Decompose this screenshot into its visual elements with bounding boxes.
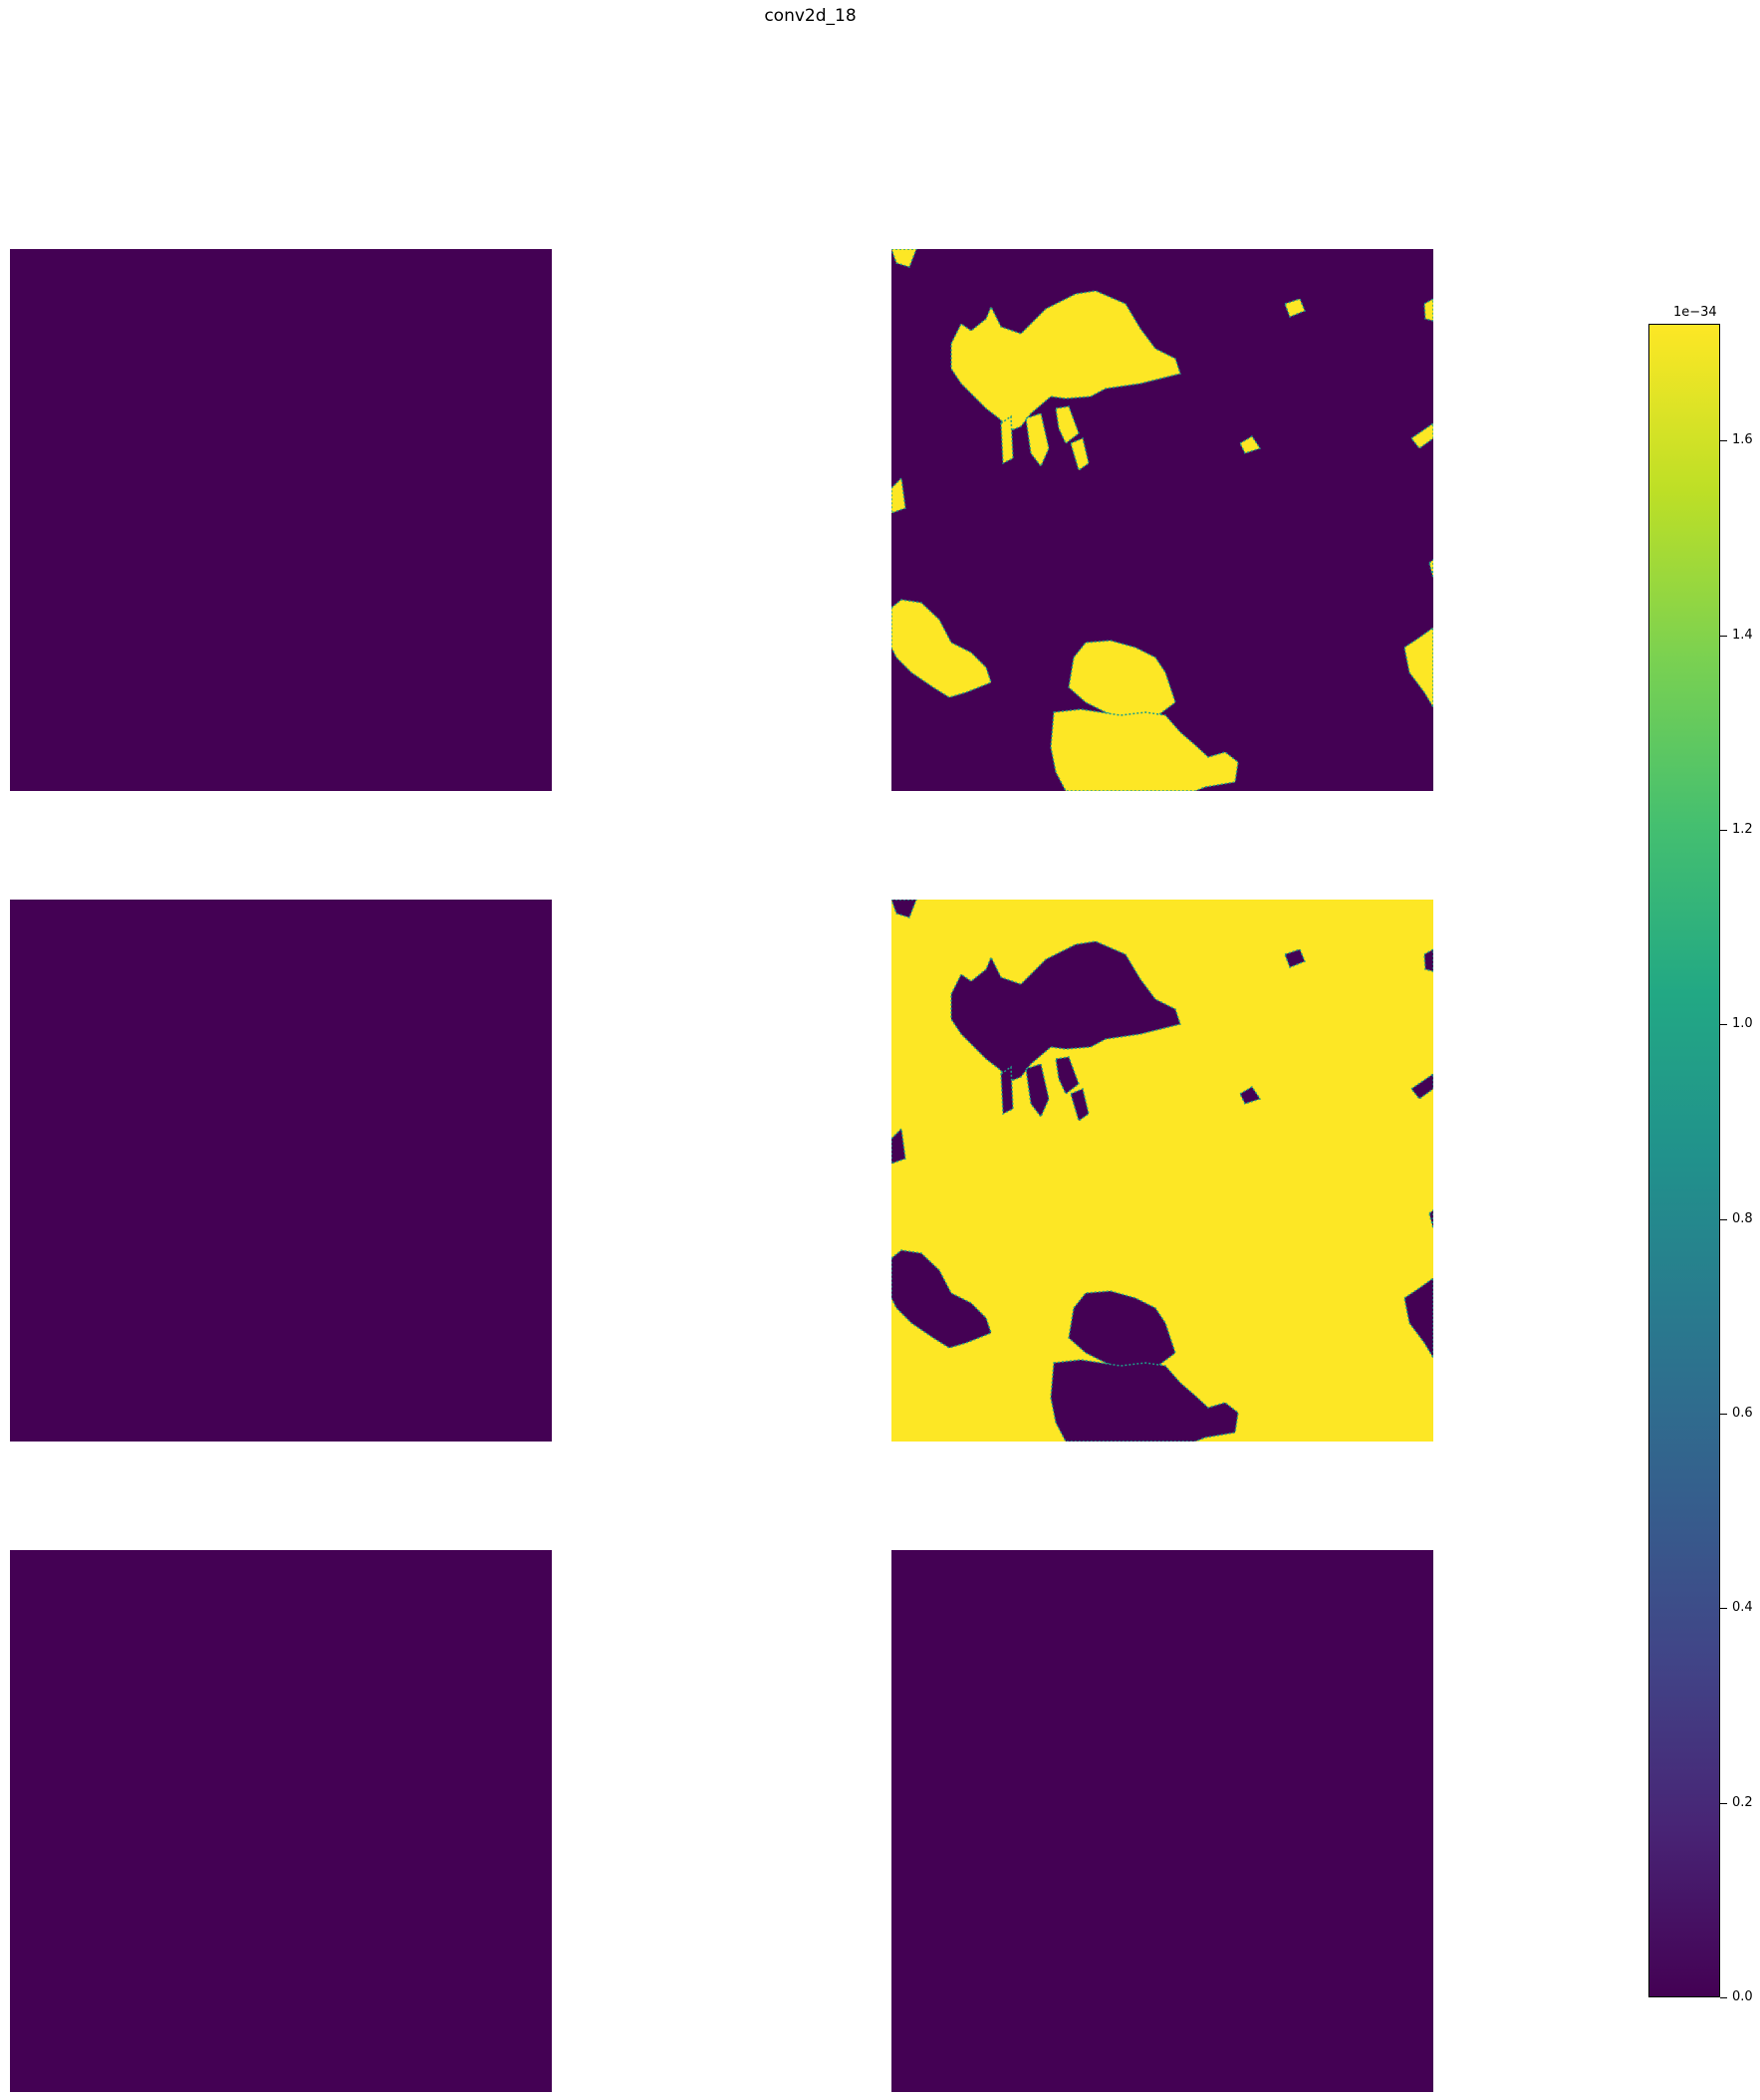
heatmap-blob	[1409, 422, 1433, 450]
heatmap-blob	[950, 290, 1181, 431]
heatmap-blob	[1000, 1065, 1014, 1116]
heatmap-blob	[1050, 708, 1239, 791]
colorbar-tick-label: 0.2	[1732, 1794, 1753, 1810]
heatmap-blob	[891, 599, 992, 698]
heatmap-blob	[891, 249, 917, 268]
heatmap-blob	[1284, 948, 1306, 968]
heatmap-blob	[1428, 559, 1433, 579]
colorbar-tick-label: 0.4	[1732, 1600, 1753, 1616]
heatmap-blob	[1000, 414, 1014, 465]
colorbar-tick-label: 1.4	[1732, 627, 1753, 643]
heatmap-blob	[1403, 627, 1433, 709]
heatmap-blob	[1239, 1085, 1262, 1105]
heatmap-blob	[891, 1249, 992, 1349]
colorbar-tick-label: 1.0	[1732, 1016, 1753, 1032]
heatmap-blob	[1050, 1359, 1239, 1442]
heatmap-panel-4	[891, 900, 1433, 1442]
heatmap-blob	[1409, 1073, 1433, 1101]
heatmap-panel-6	[891, 1550, 1433, 2092]
heatmap-blob	[891, 900, 917, 919]
colorbar-tick-label: 0.8	[1732, 1210, 1753, 1226]
colorbar-tick-label: 0.6	[1732, 1405, 1753, 1421]
heatmap-blob	[950, 940, 1181, 1082]
colorbar-tick-label: 1.2	[1732, 821, 1753, 837]
heatmap-blob	[1055, 1056, 1080, 1096]
colorbar-ticks: 0.0 0.2 0.4 0.6 0.8 1.0 1.2 1.4 1.6	[1720, 324, 1760, 2004]
heatmap-blob	[1068, 1290, 1176, 1374]
heatmap-blob	[1423, 948, 1433, 972]
heatmap-blob	[891, 476, 906, 514]
heatmap-blob	[1070, 1087, 1090, 1123]
heatmap-blob	[1055, 405, 1080, 445]
heatmap-blob	[1239, 434, 1262, 454]
heatmap-blob	[1423, 298, 1433, 322]
heatmap-blob	[1025, 412, 1050, 468]
heatmap-blob	[1025, 1063, 1050, 1119]
heatmap-blob	[1070, 436, 1090, 472]
figure-title: conv2d_18	[764, 6, 857, 26]
heatmap-panel-2	[891, 249, 1433, 791]
colorbar-tick-label: 1.6	[1732, 432, 1753, 448]
colorbar	[1648, 324, 1720, 1997]
heatmap-panel-5	[10, 1550, 552, 2092]
heatmap-blob	[1428, 1209, 1433, 1229]
heatmap-blob	[1284, 298, 1306, 318]
colorbar-tick-label: 0.0	[1732, 1989, 1753, 2004]
heatmap-panel-3	[10, 900, 552, 1442]
heatmap-blob	[1068, 640, 1176, 723]
colorbar-exponent-label: 1e−34	[1673, 305, 1717, 320]
heatmap-blob	[1403, 1277, 1433, 1360]
heatmap-blob	[891, 1127, 906, 1165]
heatmap-panel-1	[10, 249, 552, 791]
